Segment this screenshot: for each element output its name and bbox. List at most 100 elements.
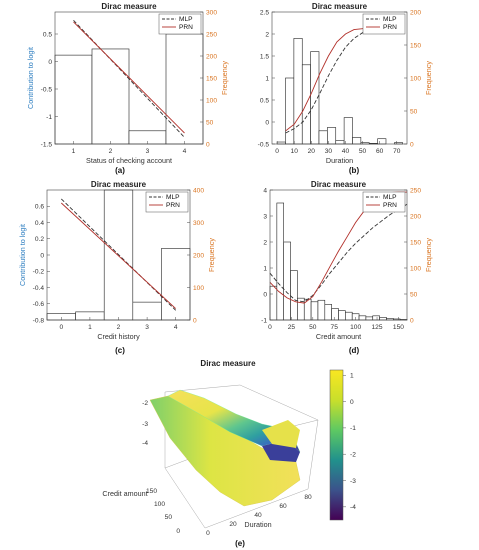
y2-tick-label: 200 (410, 213, 421, 220)
histogram-bar (91, 48, 130, 145)
x-tick-label: 3 (145, 324, 149, 331)
y2-tick-label: 150 (410, 42, 421, 49)
x-tick-label: 40 (254, 512, 262, 519)
x-tick-label: 60 (279, 503, 287, 510)
x-tick-label: 0 (268, 324, 272, 331)
y2-tick-label: 200 (193, 252, 204, 259)
colorbar-tick-label: -4 (350, 504, 356, 511)
y2-tick-label: 250 (206, 31, 217, 38)
y-tick-label: -0.4 (33, 285, 45, 292)
chart-title: Dirac measure (101, 2, 157, 11)
histogram-bar (377, 138, 387, 145)
legend-label: MLP (179, 16, 193, 23)
histogram-bar (290, 270, 298, 321)
panel-caption: (b) (349, 166, 360, 175)
y-axis-label: Contribution to logit (26, 47, 35, 109)
y-tick-label: 50 (165, 514, 173, 521)
x-axis-label: Duration (244, 520, 271, 529)
x-tick-label: 1 (72, 148, 76, 155)
z-tick-label: -3 (142, 421, 148, 428)
legend-label: PRN (383, 24, 397, 31)
y-tick-label: 2.5 (260, 9, 269, 16)
y2-tick-label: 300 (193, 220, 204, 227)
histogram-bar (269, 285, 278, 321)
legend-label: MLP (166, 194, 180, 201)
y2-tick-label: 250 (410, 187, 421, 194)
plot-frame (269, 189, 408, 321)
x-tick-label: 125 (372, 324, 383, 331)
colorbar-tick-label: 0 (350, 399, 354, 406)
x-tick-label: 10 (291, 148, 299, 155)
y2-tick-label: 150 (410, 239, 421, 246)
y2-tick-label: 50 (206, 119, 214, 126)
chart-panel-a: -1.5 -1 -0.5 0 0.5 0 50 100 150 200 250 300 1 2 3 4 Dira… (26, 2, 229, 175)
y-axis-label: Contribution to logit (18, 224, 27, 286)
x-tick-label: 2 (117, 324, 121, 331)
colorbar-tick-label: -1 (350, 425, 356, 432)
x-tick-label: 0 (275, 148, 279, 155)
x-tick-label: 4 (174, 324, 178, 331)
surface-ridge (262, 420, 300, 448)
y2-tick-label: 150 (206, 75, 217, 82)
x-tick-label: 50 (309, 324, 317, 331)
histogram-bar (372, 315, 380, 321)
legend-label: MLP (383, 16, 397, 23)
y-tick-label: 4 (263, 187, 267, 194)
histogram-bar (345, 311, 353, 321)
histogram-bar (358, 315, 367, 321)
legend-label: PRN (179, 24, 193, 31)
x-tick-label: 0 (59, 324, 63, 331)
y-tick-label: 0 (263, 291, 267, 298)
y2-axis-label: Frequency (220, 61, 229, 95)
axis-cage-line (239, 384, 319, 421)
x-tick-label: 60 (376, 148, 384, 155)
y-tick-label: 0.5 (43, 31, 52, 38)
histogram-bar (324, 304, 332, 321)
mlp-line (269, 203, 408, 303)
x-tick-label: 70 (393, 148, 401, 155)
y2-tick-label: 400 (193, 187, 204, 194)
y-tick-label: -0.6 (33, 301, 45, 308)
y2-tick-label: 0 (410, 317, 414, 324)
x-tick-label: 20 (308, 148, 316, 155)
y2-tick-label: 100 (206, 97, 217, 104)
panel-caption: (d) (349, 346, 360, 355)
legend-label: MLP (383, 194, 397, 201)
histogram-bar (276, 202, 285, 321)
histogram-bar (161, 248, 191, 321)
y-tick-label: 0.5 (260, 97, 269, 104)
y-tick-label: -1 (261, 317, 267, 324)
x-tick-label: 75 (331, 324, 339, 331)
y2-axis-label: Frequency (207, 238, 216, 272)
x-tick-label: 50 (359, 148, 367, 155)
legend-label: PRN (383, 202, 397, 209)
histogram-bar (335, 140, 345, 145)
chart-panel-c: -0.8 -0.6 -0.4 -0.2 0 0.2 0.4 0.6 0 100 200 300 400 0… (18, 180, 216, 355)
y-tick-label: 0 (176, 528, 180, 535)
x-tick-label: 3 (146, 148, 150, 155)
y-tick-label: 0.6 (35, 204, 44, 211)
histogram-bar (352, 137, 362, 145)
histogram-bar (317, 299, 326, 321)
y2-tick-label: 300 (206, 9, 217, 16)
x-tick-label: 20 (229, 521, 237, 528)
x-tick-label: 25 (288, 324, 296, 331)
x-axis-label: Status of checking account (86, 156, 172, 165)
y-tick-label: 2 (265, 31, 269, 38)
histogram-bar (338, 310, 346, 321)
chart-panel-b: -0.5 0 0.5 1 1.5 2 2.5 0 50 100 150 200 0 10 20 30 40 50 6… (258, 2, 433, 175)
x-tick-label: 100 (350, 324, 361, 331)
y-tick-label: 1 (263, 265, 267, 272)
histogram-bar (54, 54, 93, 145)
colorbar-tick-label: 1 (350, 373, 354, 380)
x-axis-label: Credit history (97, 332, 140, 341)
axis-cage-line (164, 467, 206, 529)
histogram-bar (285, 77, 295, 145)
y-tick-label: 0 (40, 252, 44, 259)
histogram-bar (343, 117, 353, 145)
histogram-bar (379, 317, 387, 321)
y-tick-label: -0.5 (41, 86, 53, 93)
x-tick-label: 1 (88, 324, 92, 331)
